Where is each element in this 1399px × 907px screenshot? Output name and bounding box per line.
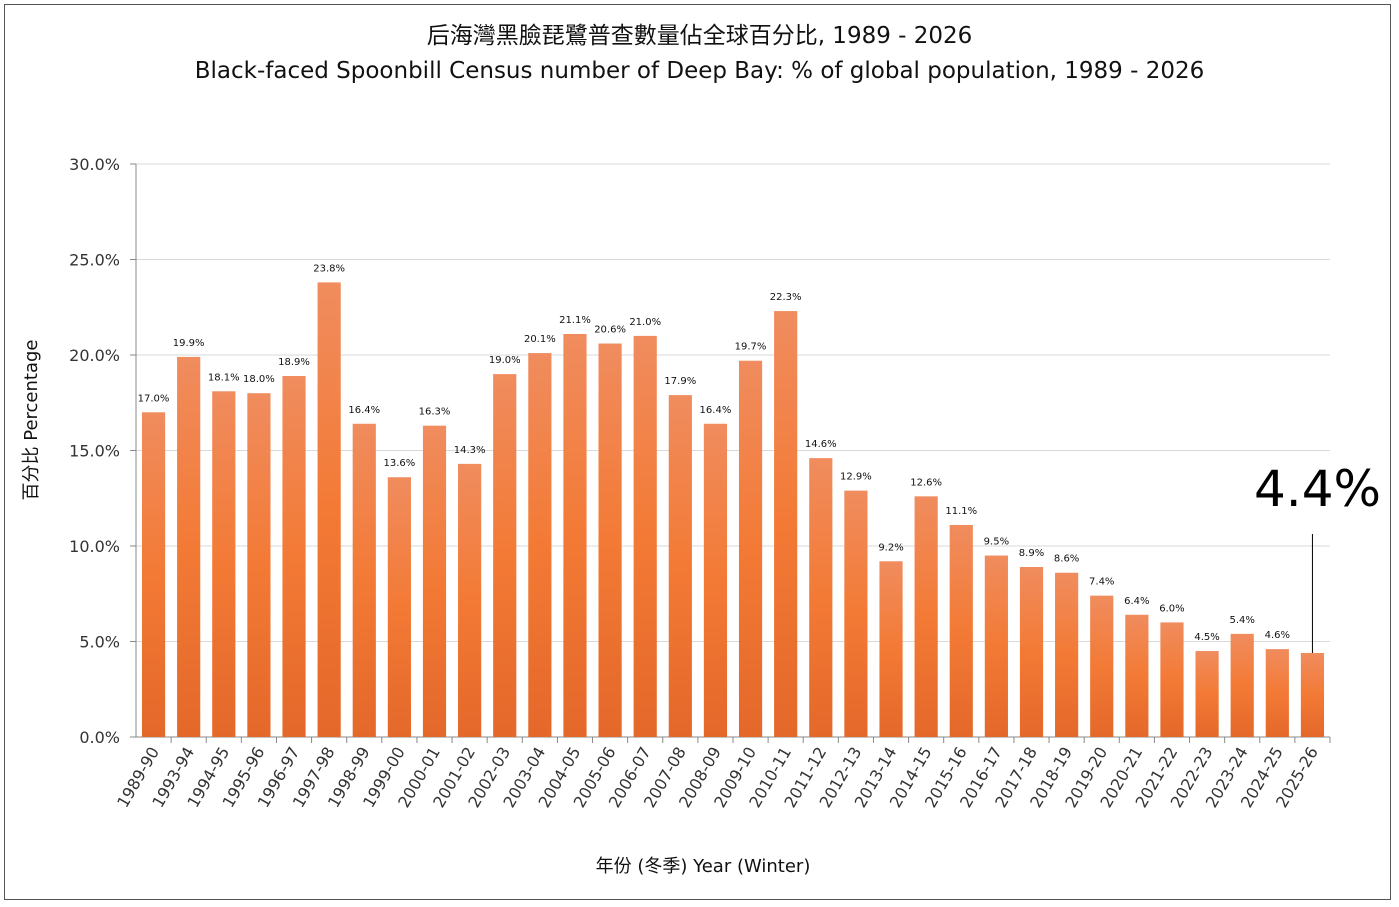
bar <box>352 423 376 737</box>
data-label: 20.6% <box>594 325 626 336</box>
data-label: 9.5% <box>984 537 1009 548</box>
bar <box>668 395 692 737</box>
data-label: 18.9% <box>278 357 310 368</box>
bar <box>879 561 903 737</box>
bar <box>493 374 517 737</box>
bar <box>317 282 341 737</box>
bar <box>282 376 306 737</box>
bar <box>598 343 622 737</box>
data-label: 7.4% <box>1089 577 1114 588</box>
bar <box>458 463 482 737</box>
bar <box>177 356 201 737</box>
data-label: 12.9% <box>840 472 872 483</box>
chart-title: 后海灣黑臉琵鷺普查數量佔全球百分比, 1989 - 2026 <box>426 23 973 49</box>
chart-subtitle: Black-faced Spoonbill Census number of D… <box>194 58 1205 84</box>
bar <box>774 311 798 737</box>
data-label: 22.3% <box>770 292 802 303</box>
data-label: 12.6% <box>910 477 942 488</box>
data-label: 18.0% <box>243 374 275 385</box>
data-label: 16.4% <box>348 405 380 416</box>
y-tick-label: 25.0% <box>69 251 120 270</box>
data-label: 21.1% <box>559 315 591 326</box>
bar <box>1300 652 1325 737</box>
bar <box>141 412 166 737</box>
bar <box>1195 651 1219 737</box>
y-tick-label: 5.0% <box>79 633 120 652</box>
data-label: 8.9% <box>1019 548 1044 559</box>
bar <box>633 335 657 737</box>
data-label: 17.0% <box>138 393 170 404</box>
data-label: 19.9% <box>173 338 205 349</box>
y-tick-label: 0.0% <box>79 728 120 747</box>
data-label: 5.4% <box>1230 615 1255 626</box>
bar <box>212 391 236 737</box>
bar <box>528 353 552 737</box>
y-tick-label: 10.0% <box>69 537 120 556</box>
y-tick-label: 20.0% <box>69 346 120 365</box>
data-label: 14.6% <box>805 439 837 450</box>
y-tick-label: 15.0% <box>69 442 120 461</box>
x-axis-label: 年份 (冬季) Year (Winter) <box>595 856 811 877</box>
annotation-latest-value: 4.4% <box>1254 460 1382 518</box>
bar <box>984 555 1008 737</box>
bar <box>1125 614 1149 737</box>
data-label: 21.0% <box>629 317 661 328</box>
bar <box>1019 567 1044 737</box>
data-label: 6.4% <box>1124 596 1149 607</box>
data-label: 9.2% <box>878 542 903 553</box>
data-label: 17.9% <box>664 376 696 387</box>
bar <box>247 393 271 737</box>
data-label: 18.1% <box>208 372 240 383</box>
bar <box>563 333 587 737</box>
data-label: 16.3% <box>419 407 451 418</box>
bar <box>738 360 763 737</box>
data-label: 11.1% <box>945 506 977 517</box>
data-label: 8.6% <box>1054 554 1079 565</box>
data-label: 13.6% <box>383 458 415 469</box>
bar <box>387 477 411 737</box>
bar <box>809 458 833 737</box>
data-label: 6.0% <box>1159 603 1184 614</box>
chart-frame <box>4 4 1391 900</box>
bar <box>914 496 938 737</box>
y-tick-label: 30.0% <box>69 155 120 174</box>
data-label: 20.1% <box>524 334 556 345</box>
bar <box>949 524 973 737</box>
data-label: 14.3% <box>454 445 486 456</box>
data-label: 16.4% <box>700 405 732 416</box>
bar <box>1055 572 1079 737</box>
bar <box>1265 649 1289 737</box>
bar <box>1090 595 1114 737</box>
bar <box>844 490 868 737</box>
data-label: 19.7% <box>735 342 767 353</box>
bar <box>1230 633 1254 737</box>
data-label: 19.0% <box>489 355 521 366</box>
bar <box>703 423 728 737</box>
data-label: 4.6% <box>1265 630 1290 641</box>
data-label: 4.5% <box>1194 632 1219 643</box>
bar <box>1160 622 1184 737</box>
bar <box>422 425 447 737</box>
data-label: 23.8% <box>313 263 345 274</box>
